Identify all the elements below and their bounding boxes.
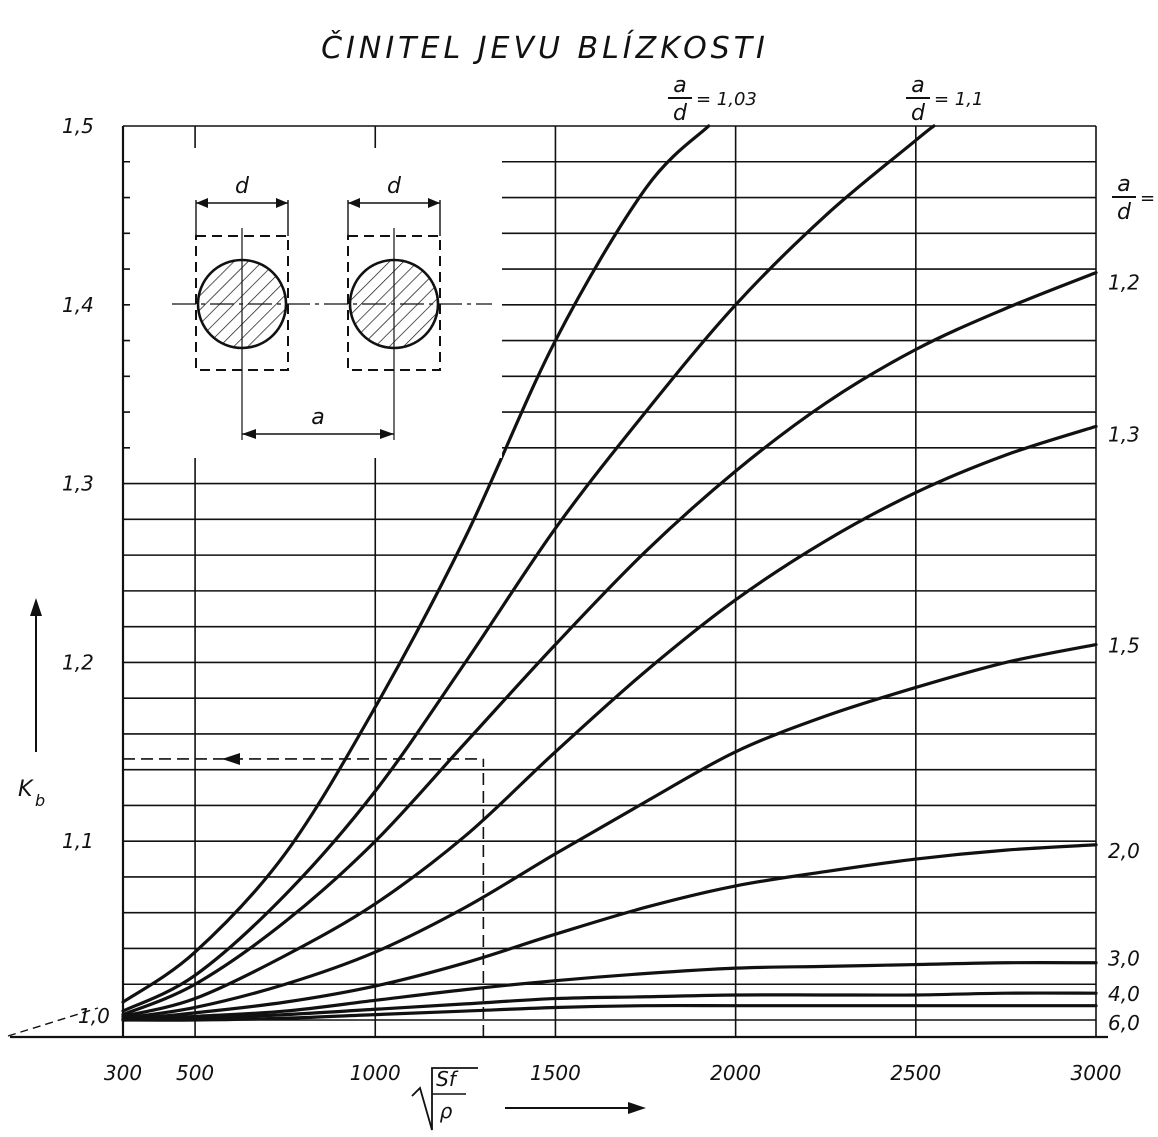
right-series-label: 2,0 (1108, 839, 1140, 863)
y-tick-label: 1,0 (78, 1004, 110, 1028)
label-series-1-1: ad = 1,1 (906, 73, 983, 126)
x-tick-label: 500 (176, 1061, 214, 1085)
y-tick-label: 1,3 (62, 472, 94, 496)
fraction-value: = 1,1 (934, 89, 983, 110)
fraction-denominator: d (673, 101, 688, 126)
x-tick-label: 1500 (530, 1061, 581, 1085)
fraction-denominator: d (1117, 200, 1132, 225)
x-label-denominator: ρ (440, 1099, 453, 1123)
right-series-label: 3,0 (1108, 946, 1140, 970)
chart-curves (121, 124, 1098, 1022)
x-label-numerator: Sf (436, 1067, 459, 1091)
x-axis-label: Sf ρ (411, 1067, 646, 1131)
example-arrow-icon (222, 752, 240, 765)
x-tick-label: 2500 (890, 1061, 941, 1085)
series-curve-8 (121, 991, 1098, 1022)
series-curve-3 (121, 271, 1098, 1017)
conductor-diagram: d d a (130, 148, 502, 458)
fraction-value: = (1140, 188, 1155, 209)
x-tick-label: 3000 (1071, 1061, 1122, 1085)
left-d-label: d (235, 174, 250, 199)
series-curve-4 (121, 424, 1098, 1019)
label-right-head: ad = (1112, 172, 1155, 225)
series-curve-5 (121, 642, 1098, 1020)
example-reading (123, 752, 485, 1037)
y-tick-label: 1,1 (62, 829, 94, 853)
x-tick-label: 300 (104, 1061, 142, 1085)
label-series-1-03: ad = 1,03 (668, 73, 757, 126)
right-series-label: 4,0 (1108, 982, 1140, 1006)
right-series-label: 1,3 (1108, 423, 1140, 447)
fraction-value: = 1,03 (696, 89, 757, 110)
chart-ticks: 300 500 1000 1500 2000 2500 3000 1,0 1,1 1,2 1,3 1,… (7, 114, 1122, 1085)
y-tick-label: 1,4 (62, 293, 94, 317)
series-curve-2 (121, 124, 936, 1013)
fraction-numerator: a (1117, 172, 1130, 197)
right-series-label: 1,5 (1108, 634, 1140, 658)
y-tick-label: 1,2 (62, 650, 94, 674)
inset-background (130, 148, 502, 458)
fraction-denominator: d (911, 101, 926, 126)
y-label-k: K (18, 777, 34, 802)
right-d-label: d (387, 174, 402, 199)
x-axis-arrow-icon (628, 1102, 646, 1114)
series-curve-6 (121, 843, 1098, 1022)
x-tick-label: 1000 (350, 1061, 401, 1085)
right-series-label: 1,2 (1108, 271, 1140, 295)
y-axis-label: K b (18, 598, 45, 810)
y-label-subscript: b (35, 791, 45, 810)
series-curve-9 (121, 1003, 1098, 1022)
fraction-numerator: a (911, 73, 924, 98)
fraction-numerator: a (673, 73, 686, 98)
a-label: a (311, 405, 324, 430)
extrapolation-line (7, 1007, 99, 1037)
series-curve-7 (121, 961, 1098, 1022)
y-tick-label: 1,5 (62, 114, 94, 138)
series-curve-1 (121, 124, 711, 1004)
right-series-label: 6,0 (1108, 1011, 1140, 1035)
chart-title: ČINITEL JEVU BLÍZKOSTI (321, 29, 769, 66)
y-axis-arrow-icon (30, 598, 42, 616)
sqrt-sign (411, 1067, 478, 1131)
x-tick-label: 2000 (710, 1061, 761, 1085)
chart-grid (10, 125, 1108, 1039)
